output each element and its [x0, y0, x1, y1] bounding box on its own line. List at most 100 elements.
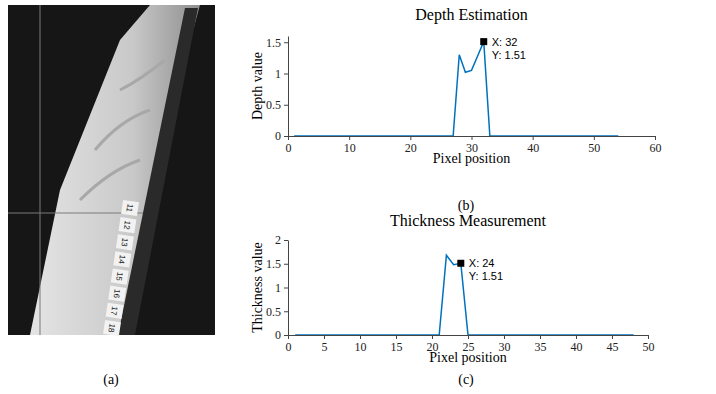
tick-mark — [324, 335, 325, 339]
tick: 0 — [275, 328, 288, 342]
arm — [30, 5, 200, 335]
tick: 35 — [535, 335, 547, 354]
tick-label: 0 — [275, 129, 281, 143]
tape-label: 17 — [109, 306, 119, 317]
tick: 0 — [275, 129, 288, 143]
tape-segment: 18 — [103, 320, 121, 336]
title: Thickness Measurement — [390, 212, 547, 229]
tick: 0 — [286, 136, 292, 155]
tick-label: 1 — [275, 281, 281, 295]
figure: 1112131415161718(a)010203040506000.511.5… — [0, 0, 716, 394]
crosshair — [40, 5, 41, 335]
tick-label: 1.5 — [266, 36, 281, 50]
tick-mark — [410, 136, 411, 140]
tick-label: 20 — [405, 141, 417, 155]
tick: 1.5 — [266, 36, 288, 50]
tick-mark — [396, 335, 397, 339]
tick-mark — [284, 288, 288, 289]
tape-patch — [103, 320, 121, 336]
tick: 0.5 — [266, 305, 288, 319]
tick-mark — [284, 105, 288, 106]
tick: 5 — [322, 335, 328, 354]
axis-line — [288, 241, 289, 336]
tape-segment: 14 — [113, 251, 131, 267]
tape-patch — [106, 303, 124, 319]
tick-mark — [284, 240, 288, 241]
tick-mark — [288, 136, 289, 140]
tick-mark — [284, 264, 288, 265]
tape-segment: 13 — [116, 234, 134, 250]
tick: 0 — [286, 335, 292, 354]
tape-patch — [121, 200, 139, 216]
tick: 20 — [405, 136, 417, 155]
tape-patch — [118, 217, 136, 233]
tape-label: 15 — [114, 271, 124, 282]
tape-label: 16 — [111, 289, 121, 300]
tick-mark — [432, 335, 433, 339]
chart: 010203040506000.511.5X: 32Y: 1.51Depth E… — [250, 6, 662, 214]
chart: 0510152025303540455000.511.52X: 24Y: 1.5… — [250, 212, 655, 388]
tape-label: 13 — [119, 237, 129, 248]
tape-segment: 12 — [118, 217, 136, 233]
y-axis-title: Thickness value — [250, 242, 265, 333]
tick-mark — [284, 74, 288, 75]
tick-mark — [284, 335, 288, 336]
tick-label: 50 — [588, 141, 600, 155]
tick-label: 2 — [275, 233, 281, 247]
tick-mark — [288, 335, 289, 339]
tick: 1.5 — [266, 257, 288, 271]
tape-segment: 16 — [108, 286, 126, 302]
tick-label: 0.5 — [266, 98, 281, 112]
tick: 45 — [607, 335, 619, 354]
tick-label: 35 — [535, 340, 547, 354]
datatip-marker — [457, 260, 464, 267]
tick: 50 — [643, 335, 655, 354]
tick: 1 — [275, 281, 288, 295]
tick-label: 0.5 — [266, 305, 281, 319]
tick-mark — [284, 311, 288, 312]
tape — [118, 8, 198, 335]
title: Depth Estimation — [415, 6, 527, 24]
tick-label: 0 — [275, 328, 281, 342]
y-axis: 0 0.5 1 1.5 — [266, 36, 289, 144]
tick-mark — [594, 136, 595, 140]
caption: (a) — [103, 372, 119, 388]
tick-mark — [504, 335, 505, 339]
tick-mark — [576, 335, 577, 339]
tick: 40 — [527, 136, 539, 155]
tick-label: 40 — [527, 141, 539, 155]
tick-label: 1.5 — [266, 257, 281, 271]
plot-area — [294, 38, 618, 136]
data-line — [294, 42, 618, 136]
tick-label: 50 — [643, 340, 655, 354]
tick-mark — [468, 335, 469, 339]
tape-patch — [116, 234, 134, 250]
tick-label: 1 — [275, 67, 281, 81]
tick-label: 60 — [650, 141, 662, 155]
tick-mark — [360, 335, 361, 339]
tick-label: 45 — [607, 340, 619, 354]
tape-segment: 11 — [121, 200, 139, 216]
tape-label: 11 — [124, 203, 134, 213]
tick: 10 — [355, 335, 367, 354]
photo-background — [8, 5, 215, 335]
tick: 0.5 — [266, 98, 288, 112]
y-axis-title: Depth value — [250, 52, 265, 120]
tape-patch — [108, 286, 126, 302]
datatip-text: X: 24 — [469, 257, 495, 269]
tick-mark — [540, 335, 541, 339]
tick-mark — [655, 136, 656, 140]
tick-mark — [284, 42, 288, 43]
data-line — [295, 255, 633, 335]
tick-label: 40 — [571, 340, 583, 354]
tape-segment: 15 — [111, 268, 129, 284]
x-axis-title: Pixel position — [429, 350, 506, 365]
datatip-text: X: 32 — [492, 36, 518, 48]
tick-mark — [648, 335, 649, 339]
tick: 50 — [588, 136, 600, 155]
tick-label: 15 — [391, 340, 403, 354]
tick-mark — [533, 136, 534, 140]
tick: 10 — [344, 136, 356, 155]
y-axis: 0 0.5 1 1.5 2 — [266, 233, 289, 342]
tape-label: 18 — [106, 323, 116, 334]
